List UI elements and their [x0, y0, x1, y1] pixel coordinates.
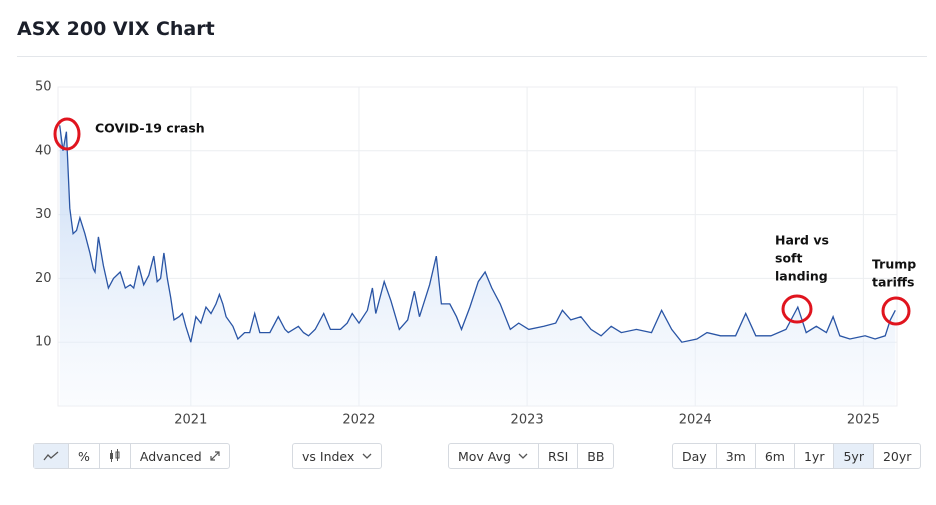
range-button[interactable]: 6m — [754, 444, 794, 468]
annotation: soft — [775, 251, 802, 266]
range-button[interactable]: 20yr — [872, 444, 920, 468]
line-type-button[interactable] — [34, 444, 68, 468]
x-tick-label: 2021 — [174, 413, 207, 428]
range-button[interactable]: 3m — [715, 444, 755, 468]
candle-button[interactable] — [98, 444, 130, 468]
annotation: landing — [775, 269, 828, 284]
divider — [17, 56, 927, 57]
range-group: Day 3m 6m 1yr 5yr 20yr — [672, 443, 922, 469]
range-button[interactable]: Day — [682, 448, 707, 464]
advanced-button[interactable]: Advanced — [129, 444, 229, 468]
annotation: Trump — [872, 257, 916, 272]
indicator-button[interactable]: RSI — [537, 444, 577, 468]
indicator-button[interactable]: BB — [577, 444, 613, 468]
y-tick-label: 40 — [35, 143, 52, 158]
advanced-label: Advanced — [139, 448, 202, 464]
x-tick-label: 2025 — [847, 413, 880, 428]
x-tick-label: 2022 — [342, 413, 375, 428]
area — [59, 125, 896, 407]
chart-title: ASX 200 VIX Chart — [17, 18, 215, 40]
percent-button[interactable]: % — [68, 444, 99, 468]
y-tick-label: 50 — [35, 80, 52, 95]
compare-dropdown[interactable]: vs Index — [292, 443, 383, 469]
range-button[interactable]: 5yr — [833, 444, 873, 468]
chart-type-group: % Advanced — [33, 443, 230, 469]
line — [59, 125, 896, 343]
y-tick-label: 30 — [35, 207, 52, 222]
highlight-circle — [53, 117, 81, 151]
indicator-group: Mov Avg RSI BB — [448, 443, 615, 469]
dropdown-caret — [518, 453, 528, 459]
highlight-circle — [881, 296, 911, 326]
highlight-circle — [781, 294, 813, 324]
annotation: Hard vs — [775, 233, 829, 248]
y-tick-label: 20 — [35, 271, 52, 286]
indicator-button[interactable]: Mov Avg — [449, 444, 538, 468]
chart: 10 20 30 40 50 2021 2022 2023 2024 2025 COVID-19 … — [35, 80, 916, 428]
range-button[interactable]: 1yr — [793, 444, 834, 468]
x-tick-label: 2024 — [679, 413, 712, 428]
compare-label: vs Index — [302, 448, 355, 464]
annotation: COVID-19 crash — [95, 121, 205, 136]
y-tick-label: 10 — [35, 335, 52, 350]
x-tick-label: 2023 — [511, 413, 544, 428]
annotation: tariffs — [872, 275, 914, 290]
